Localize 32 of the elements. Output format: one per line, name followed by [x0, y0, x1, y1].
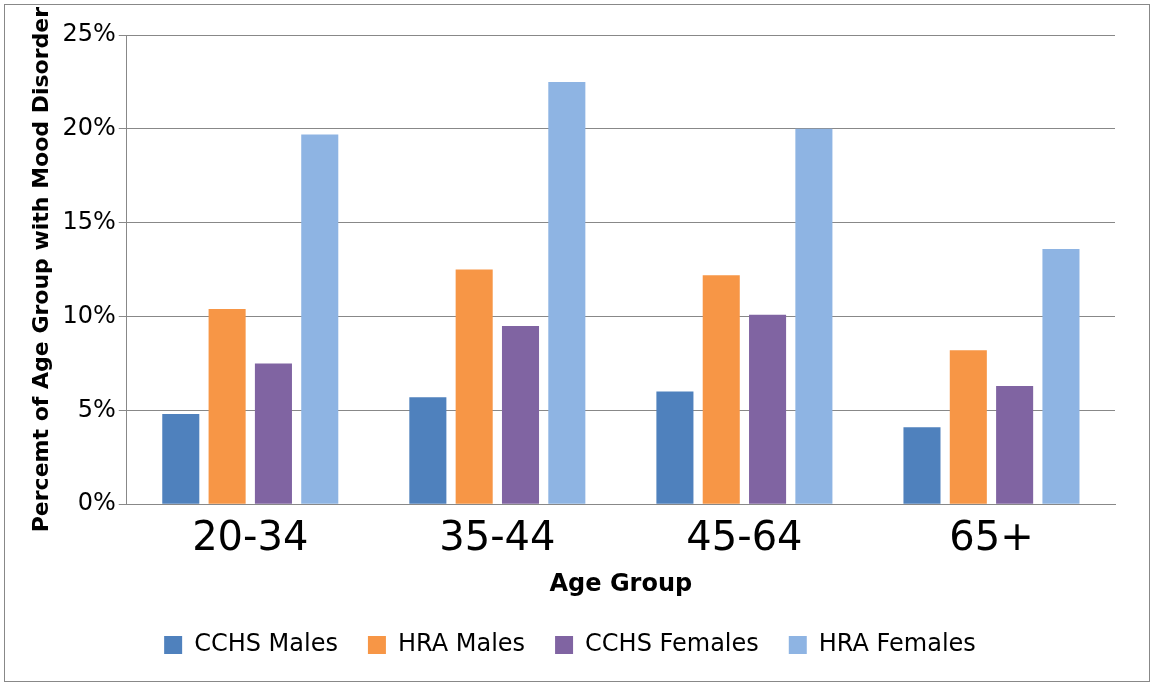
y-tick-label: 20% [62, 113, 116, 142]
y-tick-label: 0% [77, 488, 116, 517]
x-tick-label: 35-44 [439, 512, 556, 559]
y-tick-label: 10% [62, 300, 116, 329]
legend-label: HRA Females [818, 629, 976, 658]
y-tick-label: 15% [62, 206, 116, 235]
bar [949, 350, 987, 504]
bar [409, 397, 447, 504]
bar [1042, 248, 1080, 504]
y-axis-title: Percemt of Age Group with Mood Disorder [27, 6, 53, 533]
x-axis-title: Age Group [549, 568, 693, 597]
bar [301, 134, 339, 504]
legend-label: HRA Males [397, 629, 526, 658]
bar [656, 391, 694, 504]
y-tick-label: 5% [77, 394, 116, 423]
x-tick-label: 45-64 [686, 512, 803, 559]
bar [702, 275, 740, 504]
bar [903, 427, 941, 504]
y-tick-label: 25% [62, 19, 116, 48]
bar [162, 414, 200, 504]
bar [749, 314, 787, 504]
bar [254, 363, 292, 504]
bar [996, 385, 1034, 504]
legend-label: CCHS Females [585, 629, 759, 658]
bar [548, 81, 586, 504]
bar [795, 128, 833, 504]
x-tick-label: 65+ [949, 512, 1034, 559]
bar [455, 269, 493, 504]
bar [501, 325, 540, 504]
legend-label: CCHS Males [194, 629, 338, 658]
bar [208, 309, 246, 504]
x-tick-label: 20-34 [192, 512, 309, 559]
